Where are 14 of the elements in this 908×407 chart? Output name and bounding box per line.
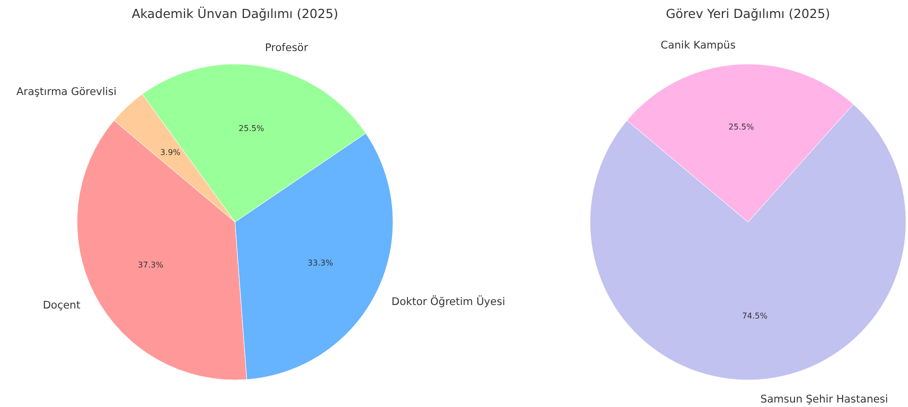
data-label: 33.3% [308, 258, 334, 268]
data-label: 3.9% [160, 148, 181, 157]
data-label: 25.5% [728, 122, 754, 132]
chart-title: Görev Yeri Dağılımı (2025) [666, 6, 830, 21]
data-label: 25.5% [238, 124, 264, 133]
data-label: 74.5% [742, 312, 768, 321]
slice-label: Doktor Öğretim Üyesi [392, 294, 506, 308]
slice-label: Samsun Şehir Hastanesi [760, 394, 888, 406]
data-label: 37.3% [138, 260, 164, 270]
slice-label: Araştırma Görevlisi [16, 86, 117, 98]
slice-label: Profesör [265, 42, 309, 54]
slice-label: Doçent [42, 299, 80, 312]
slice-label: Canik Kampüs [660, 40, 736, 52]
chart-title: Akademik Ünvan Dağılımı (2025) [132, 6, 338, 21]
